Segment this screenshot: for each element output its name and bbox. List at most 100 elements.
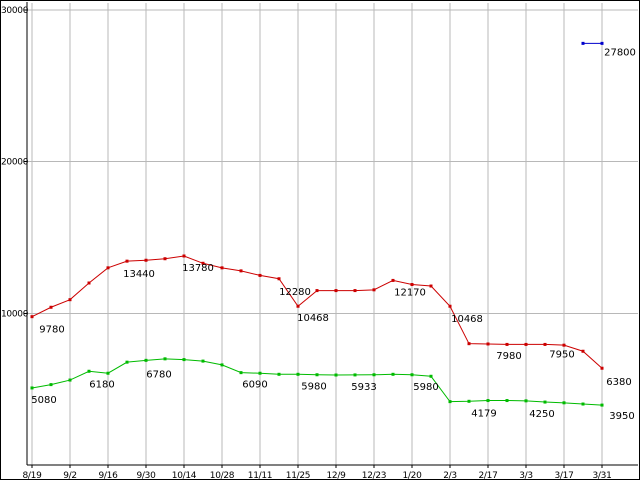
y-tick-label: 10000 — [1, 309, 29, 319]
series-upper-red-point — [600, 366, 604, 370]
x-tick-label: 9/16 — [98, 471, 118, 480]
series-lower-green-point — [353, 373, 357, 377]
series-lower-green-point — [391, 372, 395, 376]
x-tick-label: 2/3 — [443, 471, 457, 480]
series-upper-red-point — [315, 289, 319, 293]
series-lower-green-point — [220, 363, 224, 367]
series-upper-red-point — [543, 342, 547, 346]
series-upper-red-point — [467, 342, 471, 346]
value-label: 27800 — [604, 47, 636, 58]
series-upper-red-point — [201, 261, 205, 265]
value-label: 7950 — [549, 349, 574, 360]
value-label: 5980 — [413, 382, 438, 393]
series-lower-green-point — [296, 372, 300, 376]
series-upper-red-point — [505, 342, 509, 346]
series-lower-green-point — [163, 357, 167, 361]
value-label: 12280 — [279, 287, 311, 298]
x-tick-label: 11/25 — [286, 471, 310, 480]
value-label: 5933 — [351, 382, 376, 393]
value-label: 13780 — [182, 263, 214, 274]
series-lower-green-point — [30, 386, 34, 390]
series-upper-red-point — [106, 266, 110, 270]
series-top-blue-point — [600, 41, 604, 45]
x-tick-label: 10/14 — [172, 471, 197, 480]
series-upper-red-point — [581, 349, 585, 353]
series-lower-green-point — [239, 371, 243, 375]
value-label: 3950 — [609, 411, 634, 422]
x-tick-label: 3/17 — [554, 471, 573, 480]
series-upper-red-point — [125, 259, 129, 263]
series-lower-green-point — [467, 399, 471, 403]
x-tick-label: 9/30 — [136, 471, 156, 480]
series-upper-red-point — [220, 266, 224, 270]
x-tick-label: 12/23 — [362, 471, 386, 480]
value-label: 5080 — [31, 395, 56, 406]
series-lower-green-point — [372, 373, 376, 377]
series-upper-red-point — [486, 342, 490, 346]
series-upper-red-point — [163, 257, 167, 261]
x-tick-label: 12/9 — [326, 471, 346, 480]
series-upper-red-point — [49, 305, 53, 309]
value-label: 9780 — [39, 325, 64, 336]
series-lower-green-point — [410, 373, 414, 377]
x-tick-label: 11/11 — [248, 471, 272, 480]
series-lower-green-point — [524, 399, 528, 403]
value-label: 6780 — [146, 369, 171, 380]
series-upper-red-point — [410, 283, 414, 287]
value-label: 4179 — [471, 408, 496, 419]
value-label: 6090 — [242, 380, 267, 391]
series-lower-green-point — [429, 374, 433, 378]
series-lower-green-point — [334, 373, 338, 377]
x-tick-label: 1/20 — [402, 471, 422, 480]
series-lower-green-point — [600, 403, 604, 407]
x-tick-label: 3/3 — [519, 471, 533, 480]
value-label: 10468 — [451, 314, 483, 325]
series-lower-green-point — [562, 401, 566, 405]
x-tick-label: 9/2 — [63, 471, 77, 480]
series-upper-red-point — [334, 289, 338, 293]
x-tick-label: 10/28 — [210, 471, 235, 480]
series-lower-green-point — [543, 400, 547, 404]
series-lower-green-point — [277, 372, 281, 376]
series-lower-green-point — [258, 371, 262, 375]
y-tick-label: 30000 — [1, 6, 29, 16]
series-upper-red-point — [524, 342, 528, 346]
value-label: 6180 — [89, 379, 114, 390]
series-upper-red-point — [258, 273, 262, 277]
value-label: 10468 — [297, 313, 329, 324]
value-label: 6380 — [606, 377, 631, 388]
value-label: 12170 — [394, 287, 426, 298]
y-tick-label: 20000 — [1, 158, 29, 168]
series-upper-red-point — [182, 254, 186, 258]
series-top-blue-point — [581, 41, 585, 45]
series-lower-green-point — [49, 383, 53, 387]
series-upper-red-point — [30, 315, 34, 319]
series-lower-green-point — [182, 358, 186, 362]
series-upper-red-point — [239, 269, 243, 273]
series-lower-green-point — [68, 378, 72, 382]
value-label: 7980 — [496, 351, 521, 362]
series-upper-red-point — [429, 284, 433, 288]
series-upper-red-point — [448, 304, 452, 308]
series-lower-green-point — [144, 358, 148, 362]
series-upper-red-point — [391, 278, 395, 282]
series-lower-green-point — [448, 400, 452, 404]
series-lower-green-point — [486, 399, 490, 403]
x-tick-label: 3/31 — [592, 471, 611, 480]
series-upper-red-point — [144, 258, 148, 262]
series-upper-red-point — [68, 298, 72, 302]
value-label: 13440 — [123, 269, 155, 280]
series-upper-red-point — [562, 343, 566, 347]
series-upper-red-point — [87, 281, 91, 285]
series-lower-green-point — [125, 360, 129, 364]
series-lower-green-point — [87, 369, 91, 373]
series-lower-green-point — [315, 373, 319, 377]
series-upper-red-point — [296, 304, 300, 308]
series-lower-green-point — [505, 399, 509, 403]
x-tick-label: 2/17 — [478, 471, 497, 480]
value-label: 4250 — [529, 409, 554, 420]
series-lower-green-point — [106, 371, 110, 375]
